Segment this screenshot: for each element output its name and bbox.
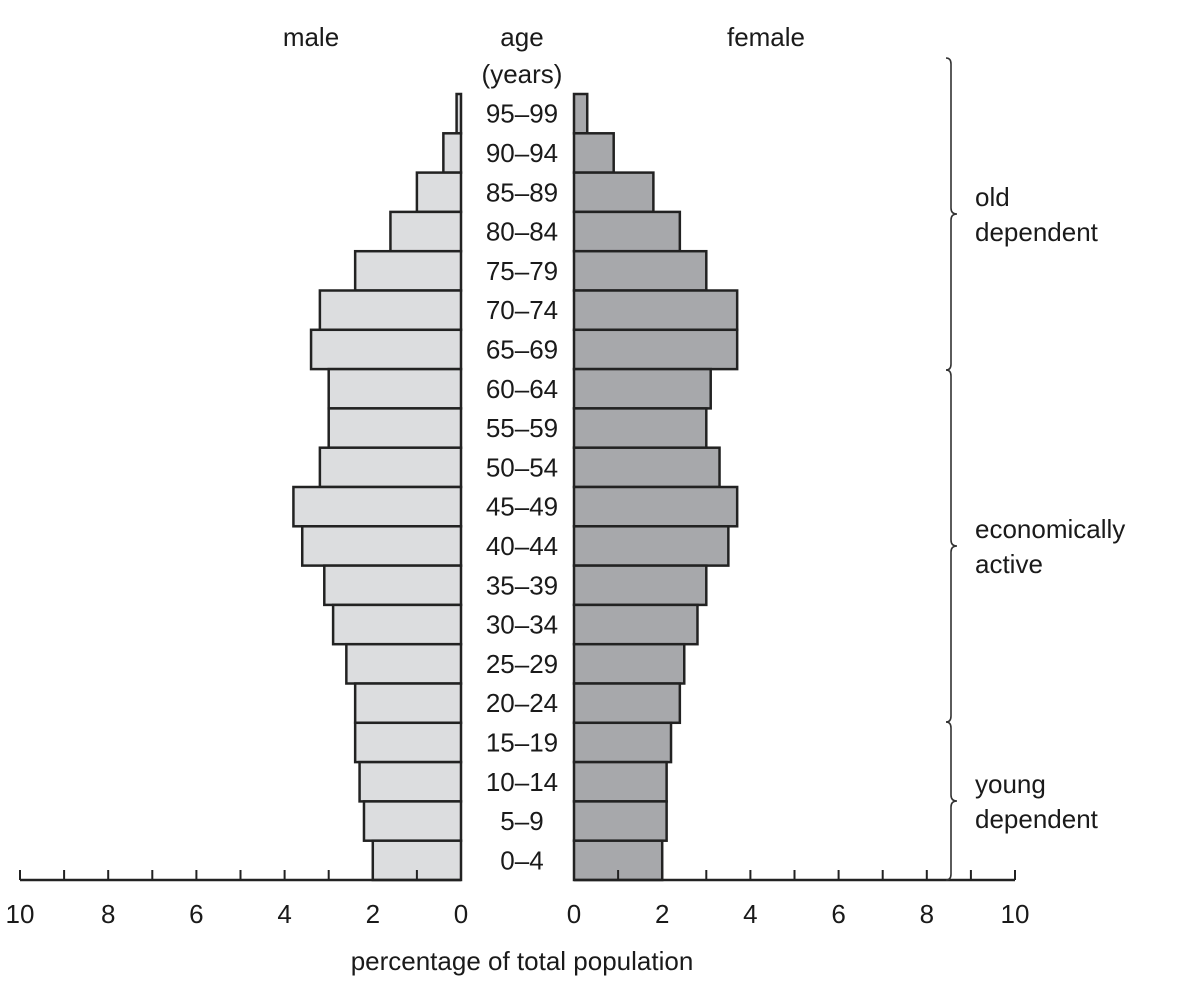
female-bar-6 [572, 328, 739, 371]
female-bar-2 [572, 171, 655, 214]
female-bar-10 [572, 485, 739, 528]
female-bar-15 [572, 682, 682, 725]
male-tick-label-0: 0 [454, 899, 468, 929]
age-group-label-3: 80–84 [486, 217, 558, 247]
female-header: female [727, 22, 805, 52]
female-tick-label-6: 6 [831, 899, 845, 929]
male-bar-2 [415, 171, 463, 214]
age-group-label-6: 65–69 [486, 334, 558, 364]
age-group-label-18: 5–9 [500, 806, 543, 836]
male-bar-5 [318, 289, 463, 332]
age-group-label-13: 30–34 [486, 610, 558, 640]
female-bar-16 [572, 721, 673, 764]
male-bar-15 [353, 682, 463, 725]
group-label-0-line-1: dependent [975, 217, 1099, 247]
female-bar-9 [572, 446, 721, 489]
male-bar-13 [331, 603, 463, 646]
male-bar-11 [300, 525, 463, 567]
age-group-label-0: 95–99 [486, 99, 558, 129]
female-tick-label-4: 4 [743, 899, 757, 929]
age-group-label-7: 60–64 [486, 374, 558, 404]
x-axis-label: percentage of total population [351, 946, 694, 976]
male-tick-label-8: 8 [101, 899, 115, 929]
group-label-1-line-0: economically [975, 514, 1125, 544]
female-tick-label-2: 2 [655, 899, 669, 929]
male-bar-17 [358, 760, 463, 803]
group-label-2-line-1: dependent [975, 804, 1099, 834]
female-bar-14 [572, 642, 686, 685]
female-tick-label-8: 8 [920, 899, 934, 929]
female-bar-4 [572, 249, 708, 292]
age-group-label-12: 35–39 [486, 570, 558, 600]
group-brace-0 [945, 57, 958, 371]
male-bar-14 [345, 642, 463, 685]
group-label-2-line-0: young [975, 769, 1046, 799]
male-bar-6 [309, 328, 463, 371]
female-bar-18 [572, 800, 668, 842]
male-header: male [283, 22, 339, 52]
female-bar-1 [572, 132, 615, 174]
female-bar-12 [572, 564, 708, 607]
age-group-label-17: 10–14 [486, 767, 558, 797]
age-group-label-15: 20–24 [486, 688, 558, 718]
female-bar-7 [572, 367, 712, 410]
male-tick-label-4: 4 [277, 899, 291, 929]
age-header: age [500, 22, 543, 52]
female-bar-8 [572, 407, 708, 449]
female-tick-label-0: 0 [567, 899, 581, 929]
male-bar-18 [362, 800, 463, 842]
age-group-label-14: 25–29 [486, 649, 558, 679]
group-label-1-line-1: active [975, 549, 1043, 579]
age-group-label-16: 15–19 [486, 727, 558, 757]
female-bar-3 [572, 210, 682, 253]
female-bar-17 [572, 760, 668, 803]
age-group-label-8: 55–59 [486, 413, 558, 443]
male-bar-16 [353, 721, 463, 764]
male-tick-label-2: 2 [366, 899, 380, 929]
male-bar-12 [323, 564, 463, 607]
age-unit-header: (years) [482, 59, 563, 89]
male-bar-10 [292, 485, 463, 528]
group-brace-1 [945, 369, 958, 723]
age-group-label-19: 0–4 [500, 845, 543, 875]
male-bar-3 [389, 210, 463, 253]
male-bar-4 [353, 249, 463, 292]
age-group-label-2: 85–89 [486, 177, 558, 207]
age-group-label-10: 45–49 [486, 492, 558, 522]
age-group-label-9: 50–54 [486, 452, 558, 482]
male-bar-0 [455, 92, 463, 135]
female-bar-5 [572, 289, 739, 332]
group-label-0-line-0: old [975, 182, 1010, 212]
male-tick-label-10: 10 [6, 899, 35, 929]
age-group-label-1: 90–94 [486, 138, 558, 168]
male-bar-1 [442, 132, 463, 174]
female-bar-13 [572, 603, 699, 646]
female-bar-11 [572, 525, 730, 567]
male-tick-label-6: 6 [189, 899, 203, 929]
age-group-label-11: 40–44 [486, 531, 558, 561]
male-bar-9 [318, 446, 463, 489]
male-bar-7 [327, 367, 463, 410]
group-brace-2 [945, 721, 958, 881]
female-bar-0 [572, 92, 589, 135]
female-tick-label-10: 10 [1001, 899, 1030, 929]
male-bar-8 [327, 407, 463, 449]
age-group-label-5: 70–74 [486, 295, 558, 325]
age-group-label-4: 75–79 [486, 256, 558, 286]
